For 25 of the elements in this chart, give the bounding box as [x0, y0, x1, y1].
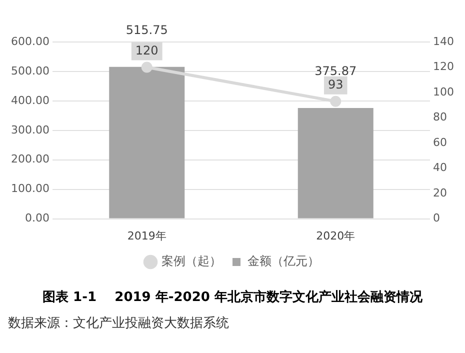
- data-label: 375.87: [314, 64, 357, 78]
- legend-label: 案例（起）: [162, 254, 222, 268]
- y-tick-label: 400.00: [10, 94, 50, 107]
- y2-tick-label: 120: [433, 60, 454, 74]
- source-note: 数据来源：文化产业投融资大数据系统: [8, 315, 230, 332]
- data-label: 120: [135, 43, 158, 58]
- x-tick-label: 2019年: [127, 229, 166, 242]
- y2-tick-label: 100: [433, 85, 454, 98]
- y-tick-label: 100.00: [10, 182, 50, 196]
- y2-tick-label: 80: [433, 110, 448, 124]
- y-tick-label: 300.00: [10, 123, 50, 136]
- data-label: 515.75: [126, 22, 168, 37]
- text: 图表 1-1 2019 年-2020 年北京市数字文化产业社会融资情况: [42, 288, 424, 306]
- y2-tick-label: 40: [433, 161, 448, 174]
- y2-tick-label: 0: [433, 212, 440, 225]
- y-tick-label: 500.00: [10, 64, 50, 78]
- y-tick-label: 200.00: [10, 152, 50, 166]
- y-tick-label: 0.00: [24, 212, 50, 225]
- legend-label: 金额（亿元）: [248, 254, 320, 268]
- y2-tick-label: 140: [433, 34, 454, 48]
- x-tick-label: 2020年: [316, 229, 356, 242]
- y2-tick-label: 20: [433, 186, 448, 200]
- y2-tick-label: 60: [433, 136, 448, 149]
- data-label: 93: [328, 77, 344, 92]
- y-tick-label: 600.00: [10, 34, 50, 48]
